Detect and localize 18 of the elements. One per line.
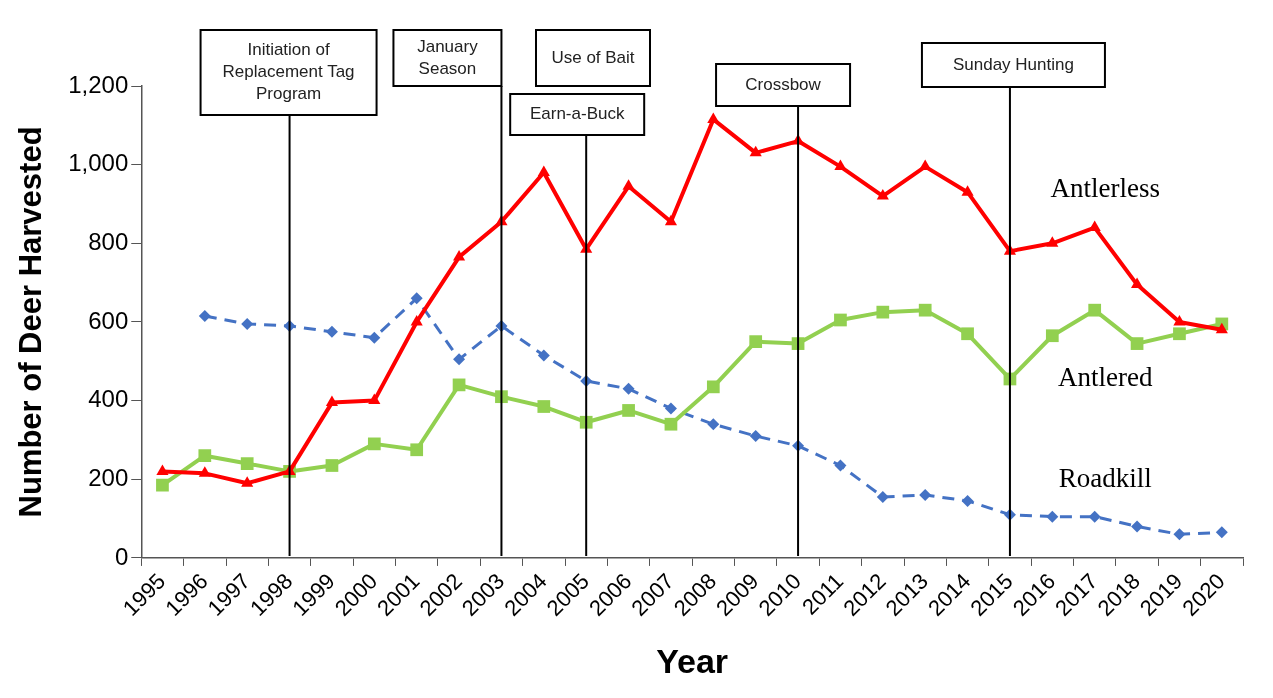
ref-line-label: Crossbow bbox=[745, 74, 822, 94]
ref-line-label: Earn-a-Buck bbox=[529, 104, 625, 124]
ref-line-label: Sunday Hunting bbox=[952, 54, 1074, 74]
series-label: Antlered bbox=[1058, 361, 1154, 392]
text: Use of Bait bbox=[551, 47, 635, 67]
ref-line-label: January Season bbox=[417, 36, 479, 78]
y-tick-label: 1,000 bbox=[68, 149, 129, 177]
y-axis-title: Number of Deer Harvested bbox=[13, 126, 49, 518]
series-label: Roadkill bbox=[1058, 463, 1152, 494]
y-tick-label: 600 bbox=[88, 306, 129, 334]
y-tick-label: 400 bbox=[88, 385, 129, 413]
x-axis-title: Year bbox=[656, 641, 729, 680]
y-tick-label: 0 bbox=[114, 542, 129, 570]
y-tick-label: 1,200 bbox=[68, 70, 129, 98]
y-tick-label: 800 bbox=[88, 227, 129, 255]
ref-line-label: Initiation of Replacement Tag Program bbox=[222, 40, 355, 104]
series-label: Antlerless bbox=[1050, 172, 1161, 203]
y-tick-label: 200 bbox=[88, 463, 129, 491]
